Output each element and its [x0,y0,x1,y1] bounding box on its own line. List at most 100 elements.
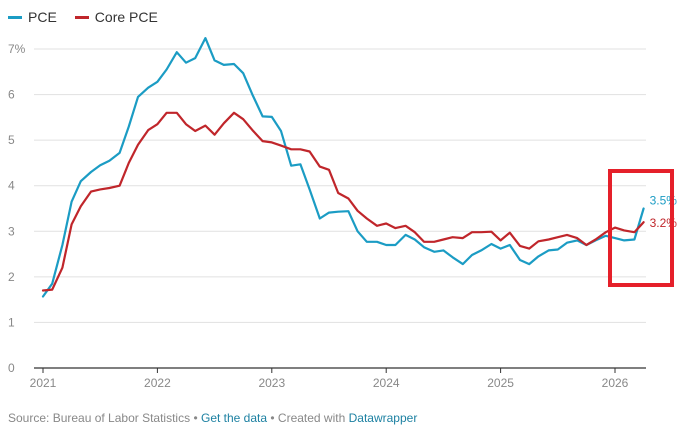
data-point-pce [261,115,264,118]
data-point-core-pce [127,161,130,164]
data-point-core-pce [51,288,54,291]
data-point-pce [299,163,302,166]
data-point-core-pce [433,240,436,243]
data-point-pce [556,248,559,251]
data-point-pce [127,125,130,128]
data-point-pce [508,243,511,246]
data-point-pce [175,51,178,54]
y-tick-label: 7% [8,42,26,56]
data-point-pce [642,207,645,210]
data-point-core-pce [499,239,502,242]
data-point-core-pce [232,111,235,114]
data-point-pce [327,211,330,214]
data-point-core-pce [184,123,187,126]
data-point-core-pce [442,238,445,241]
data-point-pce [89,170,92,173]
data-point-pce [394,243,397,246]
data-point-pce [480,249,483,252]
data-point-pce [470,253,473,256]
data-point-core-pce [327,168,330,171]
data-point-pce [61,243,64,246]
data-point-core-pce [413,231,416,234]
data-point-pce [356,230,359,233]
data-point-pce [318,217,321,220]
data-point-pce [490,242,493,245]
data-point-core-pce [89,190,92,193]
data-point-pce [99,164,102,167]
data-point-pce [499,247,502,250]
data-point-pce [242,72,245,75]
data-point-core-pce [594,238,597,241]
data-point-core-pce [365,217,368,220]
data-point-pce [623,239,626,242]
legend-item-pce: PCE [8,9,57,25]
datawrapper-link[interactable]: Datawrapper [348,411,418,425]
x-tick-label: 2024 [373,376,400,390]
data-point-pce [222,63,225,66]
data-point-pce [79,180,82,183]
data-point-core-pce [470,231,473,234]
data-point-core-pce [242,118,245,121]
x-tick-label: 2021 [30,376,57,390]
data-point-pce [279,129,282,132]
data-point-pce [204,37,207,40]
data-point-core-pce [308,150,311,153]
legend-item-core-pce: Core PCE [74,9,158,25]
y-tick-label: 3 [8,224,15,238]
data-point-pce [165,68,168,71]
data-point-core-pce [604,231,607,234]
data-point-core-pce [585,243,588,246]
data-point-core-pce [99,188,102,191]
data-point-pce [194,57,197,60]
chart-legend: PCE Core PCE [8,9,158,25]
y-tick-label: 2 [8,270,15,284]
data-point-pce [147,86,150,89]
data-point-pce [136,95,139,98]
data-point-pce [528,263,531,266]
data-point-pce [565,241,568,244]
data-point-core-pce [299,148,302,151]
chart-footer: Source: Bureau of Labor Statistics • Get… [8,411,417,425]
data-point-pce [184,61,187,64]
series-line-pce [41,37,645,298]
data-point-core-pce [270,141,273,144]
data-point-pce [442,249,445,252]
data-point-pce [433,250,436,253]
data-point-pce [337,210,340,213]
data-point-pce [251,93,254,96]
y-tick-label: 0 [8,361,15,375]
legend-label-pce: PCE [28,9,57,25]
data-point-core-pce [422,240,425,243]
data-point-core-pce [279,144,282,147]
data-point-core-pce [642,221,645,224]
data-point-pce [413,238,416,241]
legend-swatch-pce [8,15,22,19]
data-point-pce [404,233,407,236]
data-point-pce [633,238,636,241]
data-point-core-pce [565,233,568,236]
data-point-core-pce [576,237,579,240]
data-point-pce [108,159,111,162]
data-point-pce [604,234,607,237]
data-point-core-pce [147,129,150,132]
highlight-box [608,169,674,287]
data-point-core-pce [337,191,340,194]
data-point-core-pce [251,129,254,132]
data-point-pce [451,256,454,259]
data-point-core-pce [490,230,493,233]
data-point-core-pce [537,240,540,243]
data-point-pce [70,200,73,203]
data-point-core-pce [118,184,121,187]
data-point-core-pce [404,224,407,227]
data-point-core-pce [222,122,225,125]
get-the-data-link[interactable]: Get the data [200,411,268,425]
data-point-pce [308,188,311,191]
data-point-core-pce [165,111,168,114]
data-point-pce [118,151,121,154]
data-point-core-pce [194,129,197,132]
data-point-core-pce [451,236,454,239]
data-point-core-pce [347,197,350,200]
data-point-pce [613,237,616,240]
data-point-core-pce [461,237,464,240]
data-point-pce [422,246,425,249]
